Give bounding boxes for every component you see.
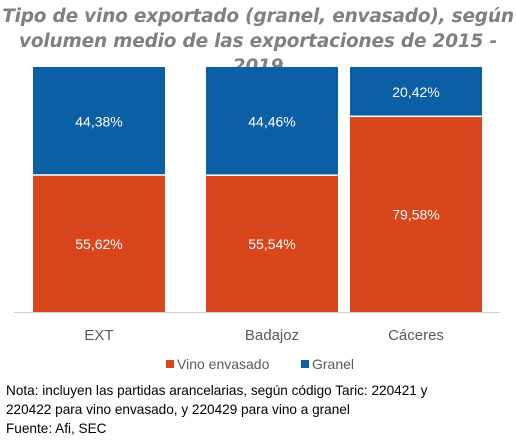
- footnote-line-1: Nota: incluyen las partidas arancelarias…: [6, 383, 428, 398]
- bar-vino-envasado-badajoz: [206, 175, 338, 312]
- data-label-vino-envasado-caceres: 79,58%: [392, 207, 439, 223]
- legend-label-granel: Granel: [312, 356, 354, 372]
- bar-granel-caceres: [350, 67, 482, 116]
- legend: Vino envasado Granel: [166, 356, 354, 372]
- legend-swatch-granel: [301, 360, 309, 368]
- legend-swatch-vino-envasado: [166, 360, 174, 368]
- x-tick-label-ext: EXT: [84, 327, 113, 344]
- stacked-bar-chart: 55,62% 44,38% 55,54% 44,46% 79,58% 20,42% EXT…: [14, 67, 500, 372]
- bars-group: 55,62% 44,38% 55,54% 44,46% 79,58% 20,42%: [33, 67, 482, 313]
- data-label-vino-envasado-ext: 55,62%: [75, 236, 122, 252]
- x-tick-label-caceres: Cáceres: [388, 327, 444, 344]
- legend-label-vino-envasado: Vino envasado: [177, 356, 270, 372]
- bar-vino-envasado-ext: [33, 175, 165, 312]
- x-tick-label-badajoz: Badajoz: [245, 327, 299, 344]
- chart-title-line-1: Tipo de vino exportado (granel, envasado…: [2, 6, 514, 27]
- bar-vino-envasado-caceres: [350, 117, 482, 313]
- footnote-source: Fuente: Afi, SEC: [6, 421, 107, 436]
- data-label-granel-badajoz: 44,46%: [248, 113, 295, 129]
- x-tick-labels: EXT Badajoz Cáceres: [84, 327, 444, 344]
- footnote-line-2: 220422 para vino envasado, y 220429 para…: [6, 402, 350, 417]
- data-label-granel-caceres: 20,42%: [392, 84, 439, 100]
- footnote: Nota: incluyen las partidas arancelarias…: [6, 381, 514, 438]
- data-label-vino-envasado-badajoz: 55,54%: [248, 236, 295, 252]
- bar-granel-badajoz: [206, 67, 338, 175]
- bar-granel-ext: [33, 67, 165, 175]
- data-label-granel-ext: 44,38%: [75, 113, 122, 129]
